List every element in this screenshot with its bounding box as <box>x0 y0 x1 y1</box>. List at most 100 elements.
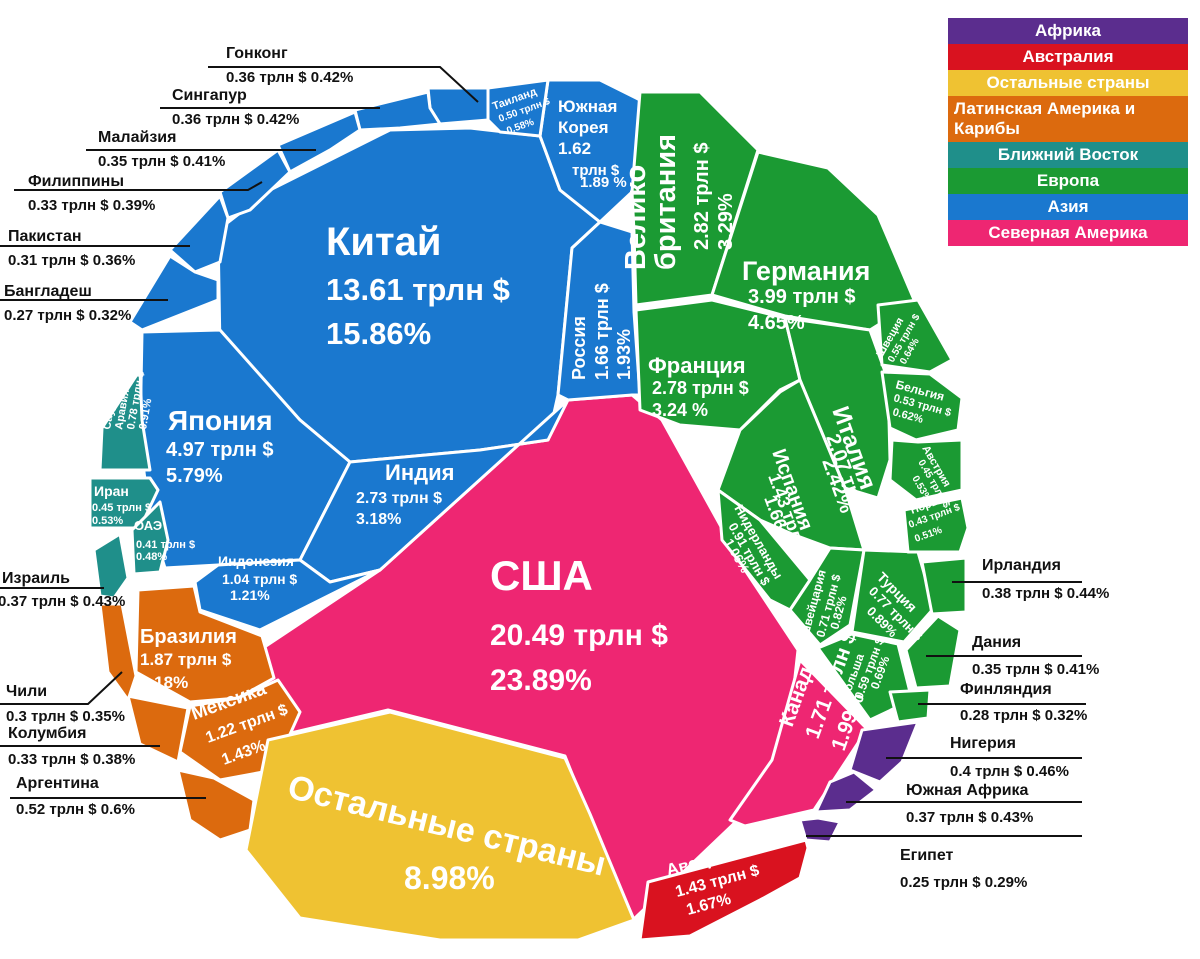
cell-finlyandiya <box>888 688 932 724</box>
label-name-gonkong: Гонконг <box>226 45 288 62</box>
label-value-yuzhnaya-koreya: 1.62 <box>558 139 591 158</box>
label-name-egipet: Египет <box>900 847 954 864</box>
label-share-oae: 0.48% <box>136 551 167 563</box>
label-value-iran: 0.45 трлн $ <box>92 502 151 514</box>
label-name-velikobritaniya: Велико <box>620 165 652 270</box>
cell-chili <box>98 602 138 702</box>
label-share-franciya: 3.24 % <box>652 400 708 420</box>
cell-rossiya <box>556 220 642 402</box>
label-share-indoneziya: 1.21% <box>230 587 270 603</box>
label-name-rossiya: Россия <box>569 316 589 380</box>
cell-kolumbiya <box>126 694 190 764</box>
label-share-braziliya: 2.18% <box>140 673 188 692</box>
label-value-germaniya: 3.99 трлн $ <box>748 286 855 308</box>
leader-line-chili <box>0 671 123 705</box>
label-name-franciya: Франция <box>648 353 746 378</box>
legend-item-africa: Африка <box>948 18 1188 44</box>
legend-item-asia: Азия <box>948 194 1188 220</box>
leader-line-gonkong <box>208 66 479 103</box>
legend-item-latin-america: Латинская Америка и Карибы <box>948 96 1188 142</box>
label-value-gonkong: 0.36 трлн $ 0.42% <box>226 69 353 86</box>
cell-polsha <box>816 632 914 722</box>
label-share-iran: 0.53% <box>92 515 123 527</box>
label-share-ostalnye-strany: 8.98% <box>404 860 495 896</box>
label-name-yuzhnaya-koreya: Южная <box>558 97 617 116</box>
label-name-daniya: Дания <box>972 634 1021 651</box>
label-value-malayziya: 0.35 трлн $ 0.41% <box>98 153 225 170</box>
label-name-indoneziya: Индонезия <box>218 553 294 569</box>
label-name-filippiny: Филиппины <box>28 173 124 190</box>
label-name-yuzhnaya-afrika: Южная Африка <box>906 782 1029 799</box>
label-name-singapur: Сингапур <box>172 87 247 104</box>
cell-nigeriya <box>848 720 920 784</box>
label-value-indoneziya: 1.04 трлн $ <box>222 571 297 587</box>
label-value-argentina: 0.52 трлн $ 0.6% <box>16 801 135 818</box>
label-value-daniya: 0.35 трлн $ 0.41% <box>972 661 1099 678</box>
label-value-bangladesh: 0.27 трлн $ 0.32% <box>4 307 131 324</box>
cell-avstriya <box>888 438 964 502</box>
label-value-braziliya: 1.87 трлн $ <box>140 650 232 669</box>
label-name-nigeriya: Нигерия <box>950 735 1016 752</box>
label-share-yaponiya: 5.79% <box>166 465 223 487</box>
label-value-pakistan: 0.31 трлн $ 0.36% <box>8 252 135 269</box>
cell-argentina <box>176 768 256 842</box>
label-value-yuzhnaya-afrika: 0.37 трлн $ 0.43% <box>906 809 1033 826</box>
label-name2-velikobritaniya: британия <box>650 134 682 270</box>
label-value-velikobritaniya: 2.82 трлн $ <box>691 143 713 250</box>
cell-saudovskaya-araviya <box>98 368 152 472</box>
legend-item-north-america: Северная Америка <box>948 220 1188 246</box>
cell-iran <box>88 476 160 530</box>
cell-ostalnye-strany <box>244 710 636 942</box>
cell-bangladesh <box>128 254 220 332</box>
label-value-ssha: 20.49 трлн $ <box>490 619 668 652</box>
label-name-oae: ОАЭ <box>134 518 162 533</box>
label-name-bangladesh: Бангладеш <box>4 283 92 300</box>
label-value-rossiya: 1.66 трлн $ <box>592 283 612 380</box>
label-value-irlandiya: 0.38 трлн $ 0.44% <box>982 585 1109 602</box>
cell-egipet <box>798 816 842 844</box>
label-share-saudovskaya-araviya: 0.91% <box>137 398 154 431</box>
label-value-kolumbiya: 0.33 трлн $ 0.38% <box>8 751 135 768</box>
label-share-ssha: 23.89% <box>490 664 592 697</box>
label-value-chili: 0.3 трлн $ 0.35% <box>6 708 125 725</box>
cell-franciya <box>634 298 802 432</box>
cell-yuzhnaya-afrika <box>814 770 878 814</box>
label-name-kitay: Китай <box>326 220 441 264</box>
label-share-germaniya: 4.65% <box>748 312 805 334</box>
cell-belgiya <box>880 370 964 442</box>
cell-oae <box>130 500 170 576</box>
label-value-oae: 0.41 трлн $ <box>136 539 195 551</box>
label-share-yuzhnaya-koreya: 1.89 % <box>580 174 627 191</box>
label-share-indiya: 3.18% <box>356 511 401 528</box>
label-name-yaponiya: Япония <box>168 405 273 436</box>
label-name-malayziya: Малайзия <box>98 129 176 146</box>
label-name-kolumbiya: Колумбия <box>8 725 86 742</box>
label-name-ssha: США <box>490 552 593 599</box>
label-value-singapur: 0.36 трлн $ 0.42% <box>172 111 299 128</box>
label-name-finlyandiya: Финляндия <box>960 681 1052 698</box>
cell-singapur <box>353 90 442 132</box>
label-share-kitay: 15.86% <box>326 316 431 351</box>
cell-shveciya <box>876 298 954 374</box>
cell-daniya <box>904 614 962 690</box>
label-value2-yuzhnaya-koreya: трлн $ <box>572 162 620 179</box>
label-name2-yuzhnaya-koreya: Корея <box>558 118 609 137</box>
label-name-izrail: Израиль <box>2 570 70 587</box>
legend-item-other: Остальные страны <box>948 70 1188 96</box>
cell-velikobritaniya <box>630 90 760 307</box>
leader-line-filippiny <box>14 181 263 191</box>
label-name-argentina: Аргентина <box>16 775 99 792</box>
label-value-finlyandiya: 0.28 трлн $ 0.32% <box>960 707 1087 724</box>
label-name-indiya: Индия <box>385 460 454 485</box>
label-value-indiya: 2.73 трлн $ <box>356 490 442 507</box>
label-name-pakistan: Пакистан <box>8 228 82 245</box>
legend: Африка Австралия Остальные страны Латинс… <box>948 18 1188 246</box>
label-name-braziliya: Бразилия <box>140 626 237 648</box>
label-value-nigeriya: 0.4 трлн $ 0.46% <box>950 763 1069 780</box>
legend-item-middle-east: Ближний Восток <box>948 142 1188 168</box>
label-name-iran: Иран <box>94 483 129 499</box>
label-name-germaniya: Германия <box>742 256 870 286</box>
cell-braziliya <box>134 584 276 704</box>
label-share-velikobritaniya: 3.29% <box>715 193 737 250</box>
label-name-irlandiya: Ирландия <box>982 557 1061 574</box>
